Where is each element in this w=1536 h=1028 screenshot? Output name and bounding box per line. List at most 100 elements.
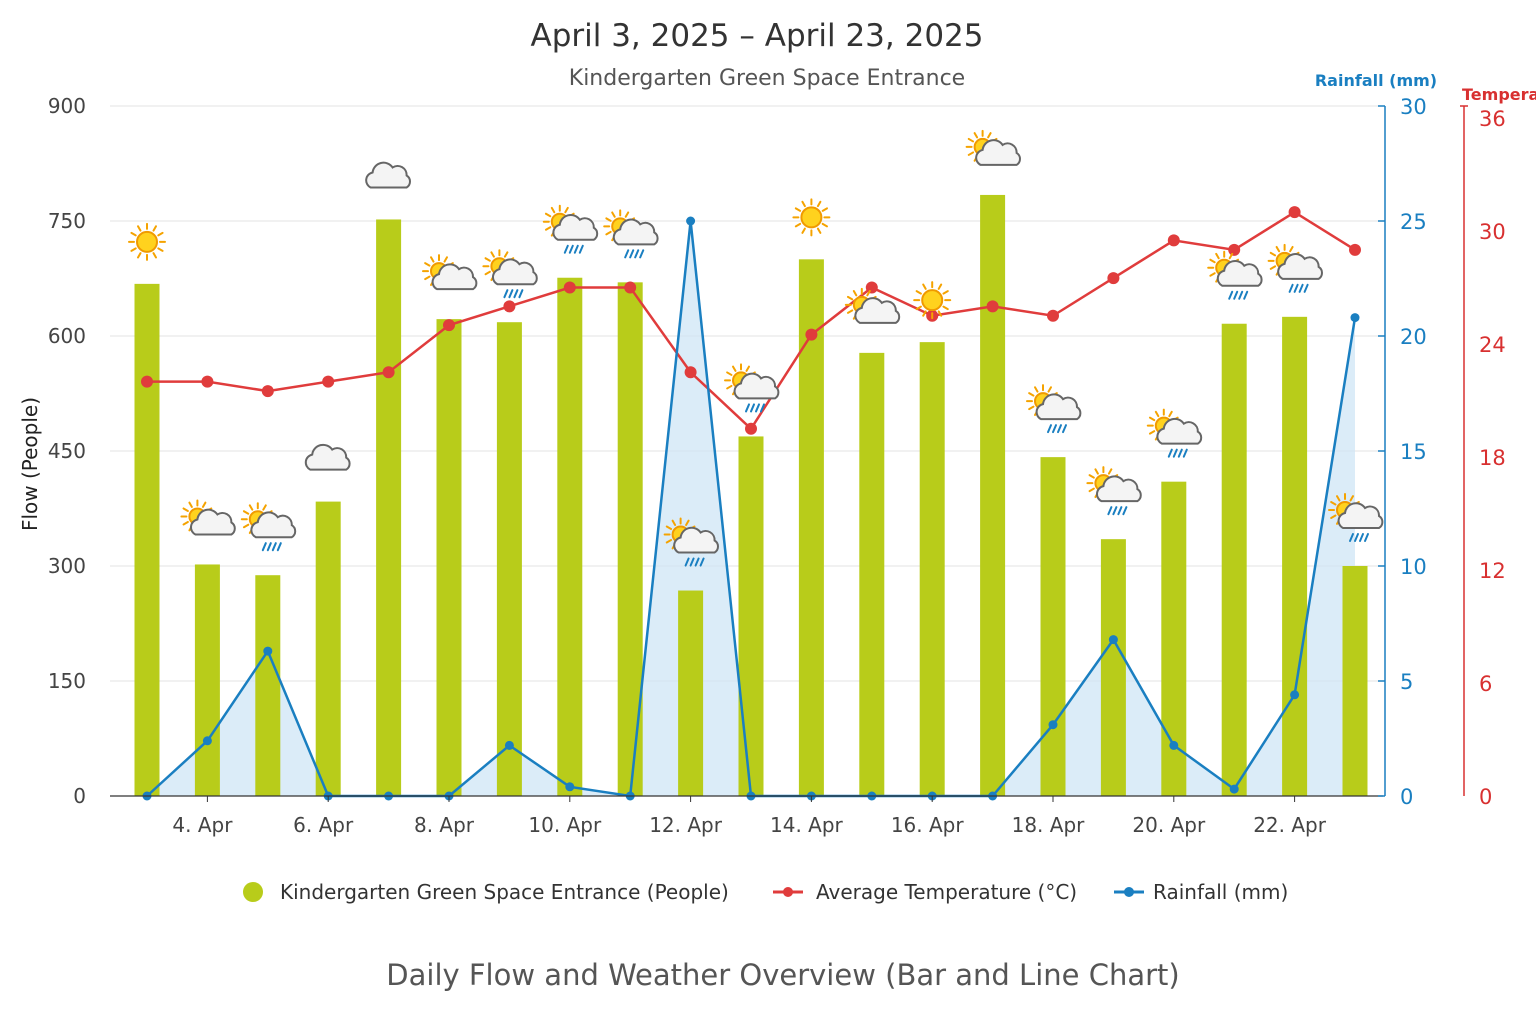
cloud-shape xyxy=(365,161,411,189)
flow-bar xyxy=(738,436,764,796)
cloud-shape xyxy=(250,511,297,539)
rain-drop xyxy=(684,557,690,567)
rain-drop xyxy=(261,542,267,552)
sun-cloud-icon xyxy=(965,129,1021,166)
rain-drop xyxy=(689,557,695,567)
legend-item-temperature[interactable]: Average Temperature (°C) xyxy=(773,880,1077,904)
sun-ray xyxy=(1154,410,1160,418)
cloud-icon xyxy=(304,443,351,471)
sun-ray xyxy=(942,290,949,295)
x-tick-label: 18. Apr xyxy=(1012,813,1086,837)
y-temperature-tick-label: 6 xyxy=(1479,672,1492,696)
sun-ray xyxy=(816,200,822,208)
sun-cloud-rain-icon xyxy=(1207,250,1263,300)
cloud-shape xyxy=(612,218,659,246)
y-left-tick-label: 600 xyxy=(48,324,86,348)
sun-cloud-rain-icon xyxy=(1267,243,1323,293)
sun-ray xyxy=(157,247,164,252)
sun-ray xyxy=(424,262,431,267)
rain-drop xyxy=(513,289,519,299)
rain-drop xyxy=(745,403,750,413)
rainfall-point xyxy=(565,782,575,792)
sun-ray xyxy=(605,217,612,222)
y-left-tick-label: 750 xyxy=(48,209,86,233)
y-temperature-tick-label: 0 xyxy=(1479,785,1492,809)
y-rainfall-tick-label: 25 xyxy=(1400,210,1427,234)
sun-cloud-rain-icon xyxy=(482,249,538,299)
chart-caption: Daily Flow and Weather Overview (Bar and… xyxy=(386,958,1179,992)
rain-drop xyxy=(1057,424,1062,434)
sun-ray xyxy=(424,275,431,281)
sun-ray xyxy=(248,504,254,511)
sun-cloud-icon xyxy=(422,254,478,291)
flow-bar xyxy=(980,194,1006,796)
cloud-shape xyxy=(491,258,538,286)
sun-ray xyxy=(490,251,495,258)
legend-temperature-marker xyxy=(783,887,793,897)
sun-ray xyxy=(922,310,927,317)
sun-ray xyxy=(130,247,137,252)
temperature-point xyxy=(443,319,455,332)
sun-ray xyxy=(665,525,673,531)
rainfall-point xyxy=(202,736,212,746)
legend-item-flow[interactable]: Kindergarten Green Space Entrance (Peopl… xyxy=(243,880,729,904)
rain-drop xyxy=(760,403,765,413)
rain-drop xyxy=(1062,424,1067,434)
sun-ray xyxy=(1107,468,1113,475)
temperature-point xyxy=(201,375,214,388)
flow-bar xyxy=(1342,566,1368,796)
cloud-shape xyxy=(552,213,599,241)
x-tick-label: 4. Apr xyxy=(172,813,233,837)
cloud-shape xyxy=(1035,393,1082,421)
temperature-point xyxy=(684,366,697,379)
rain-drop xyxy=(1117,506,1123,516)
sun-ray xyxy=(182,507,189,512)
rain-drop xyxy=(1172,448,1178,458)
sun-ray xyxy=(685,519,690,527)
sun-ray xyxy=(671,519,677,527)
temperature-point xyxy=(1349,243,1361,256)
x-tick-label: 14. Apr xyxy=(770,813,844,837)
sun-ray xyxy=(1034,386,1039,393)
sun-icon xyxy=(913,281,952,320)
sun-ray xyxy=(611,211,616,218)
temperature-point xyxy=(986,300,999,313)
sun-cloud-rain-icon xyxy=(603,209,659,259)
legend-item-rainfall[interactable]: Rainfall (mm) xyxy=(1114,880,1288,904)
rain-drop xyxy=(1349,533,1354,542)
y-left-tick-label: 900 xyxy=(48,94,86,118)
temperature-point xyxy=(1288,206,1301,219)
rainfall-point xyxy=(686,216,696,226)
rain-drop xyxy=(1293,283,1299,293)
sun-ray xyxy=(866,290,871,297)
sun-ray xyxy=(1228,252,1234,260)
rain-drop xyxy=(1047,424,1052,434)
temperature-point xyxy=(141,375,153,388)
rainfall-point xyxy=(504,740,514,750)
cloud-shape xyxy=(1216,259,1263,287)
rain-drop xyxy=(276,542,282,552)
rain-drop xyxy=(624,249,630,259)
cloud-shape xyxy=(854,297,901,324)
rainfall-point xyxy=(1108,635,1118,645)
sun-ray xyxy=(484,257,491,262)
sun-ray xyxy=(152,252,157,259)
flow-bar xyxy=(557,277,583,796)
rain-drop xyxy=(1233,290,1239,300)
temperature-point xyxy=(503,300,516,313)
x-tick-label: 22. Apr xyxy=(1253,813,1327,837)
temperature-point xyxy=(563,281,576,294)
sun-ray xyxy=(443,256,448,263)
rain-drop xyxy=(1182,448,1188,458)
sun-ray xyxy=(137,225,142,232)
cloud-shape xyxy=(1277,253,1323,280)
y-rainfall-tick-label: 0 xyxy=(1400,785,1413,809)
y-left-tick-label: 450 xyxy=(48,439,86,463)
flow-bar xyxy=(194,564,220,796)
rain-drop xyxy=(755,403,760,413)
y-temperature-tick-label: 36 xyxy=(1479,107,1506,131)
sun-ray xyxy=(821,207,828,212)
rain-drop xyxy=(568,244,574,254)
chart-subtitle: Kindergarten Green Space Entrance xyxy=(569,66,965,91)
